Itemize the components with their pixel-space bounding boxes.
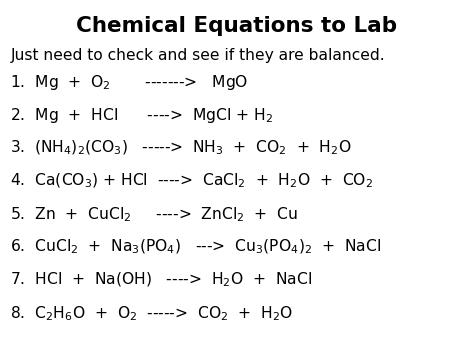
Text: 3.  (NH$_4$)$_2$(CO$_3$)   ----->  NH$_3$  +  CO$_2$  +  H$_2$O: 3. (NH$_4$)$_2$(CO$_3$) -----> NH$_3$ + …: [10, 139, 352, 157]
Text: 8.  C$_2$H$_6$O  +  O$_2$  ----->  CO$_2$  +  H$_2$O: 8. C$_2$H$_6$O + O$_2$ -----> CO$_2$ + H…: [10, 304, 293, 323]
Text: 4.  Ca(CO$_3$) + HCl  ---->  CaCl$_2$  +  H$_2$O  +  CO$_2$: 4. Ca(CO$_3$) + HCl ----> CaCl$_2$ + H$_…: [10, 172, 374, 190]
Text: 1.  Mg  +  O$_2$       ------->   MgO: 1. Mg + O$_2$ -------> MgO: [10, 73, 249, 92]
Text: 6.  CuCl$_2$  +  Na$_3$(PO$_4$)   --->  Cu$_3$(PO$_4$)$_2$  +  NaCl: 6. CuCl$_2$ + Na$_3$(PO$_4$) ---> Cu$_3$…: [10, 238, 382, 256]
Text: 2.  Mg  +  HCl      ---->  MgCl + H$_2$: 2. Mg + HCl ----> MgCl + H$_2$: [10, 106, 273, 125]
Text: Chemical Equations to Lab: Chemical Equations to Lab: [76, 16, 398, 36]
Text: 5.  Zn  +  CuCl$_2$     ---->  ZnCl$_2$  +  Cu: 5. Zn + CuCl$_2$ ----> ZnCl$_2$ + Cu: [10, 205, 299, 224]
Text: Just need to check and see if they are balanced.: Just need to check and see if they are b…: [10, 48, 385, 63]
Text: 7.  HCl  +  Na(OH)   ---->  H$_2$O  +  NaCl: 7. HCl + Na(OH) ----> H$_2$O + NaCl: [10, 271, 312, 289]
